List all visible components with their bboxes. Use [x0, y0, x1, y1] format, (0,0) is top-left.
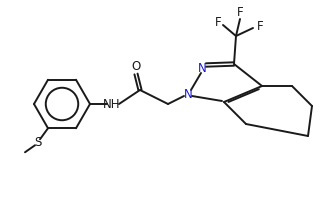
Text: O: O	[131, 60, 141, 74]
Text: F: F	[257, 20, 263, 32]
Text: F: F	[215, 15, 221, 28]
Text: N: N	[198, 61, 206, 74]
Text: NH: NH	[103, 98, 121, 110]
Text: S: S	[34, 136, 42, 149]
Text: N: N	[183, 88, 192, 100]
Text: F: F	[237, 6, 243, 18]
